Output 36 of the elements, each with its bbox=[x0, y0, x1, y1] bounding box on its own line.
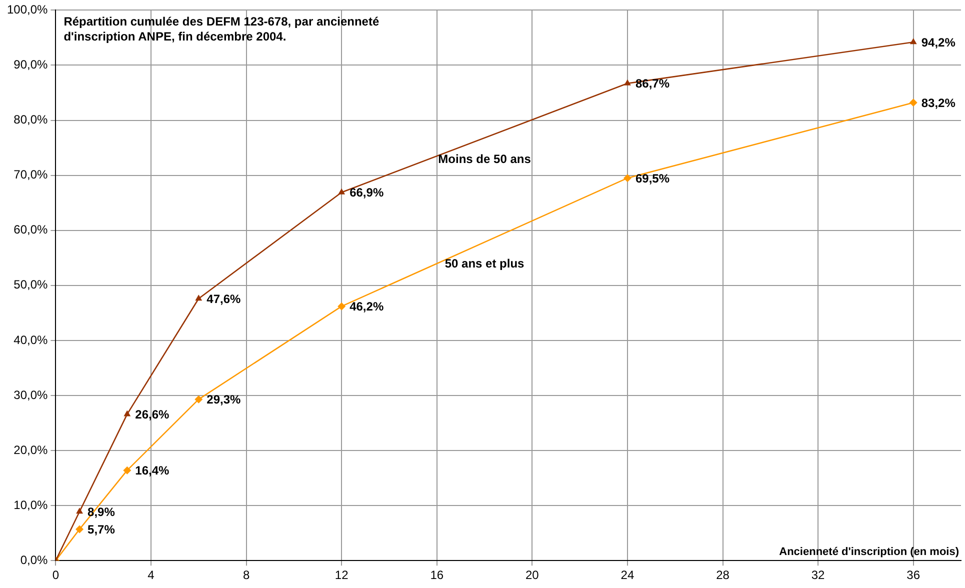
x-tick-label: 4 bbox=[148, 568, 155, 582]
series-label: 50 ans et plus bbox=[444, 256, 525, 271]
x-tick-label: 0 bbox=[52, 568, 60, 582]
y-tick-label: 90,0% bbox=[14, 58, 48, 72]
y-tick-label: 20,0% bbox=[14, 442, 48, 457]
data-label: 66,9% bbox=[350, 186, 384, 200]
y-tick-label: 60,0% bbox=[14, 222, 48, 237]
data-label: 16,4% bbox=[135, 464, 170, 478]
x-tick-label: 12 bbox=[334, 568, 349, 582]
y-tick-label: 0,0% bbox=[20, 552, 48, 567]
x-tick-label: 20 bbox=[525, 568, 540, 582]
data-label: 29,3% bbox=[206, 392, 241, 407]
x-tick-label: 24 bbox=[620, 568, 634, 582]
y-tick-label: 40,0% bbox=[14, 332, 48, 347]
x-tick-label: 8 bbox=[242, 568, 250, 582]
data-label: 47,6% bbox=[206, 292, 241, 306]
x-tick-label: 36 bbox=[906, 568, 920, 582]
data-label: 94,2% bbox=[921, 35, 956, 50]
x-tick-label: 16 bbox=[430, 568, 444, 582]
y-tick-label: 100,0% bbox=[6, 2, 48, 17]
x-tick-label: 28 bbox=[716, 568, 730, 582]
series-label: Moins de 50 ans bbox=[438, 152, 532, 166]
data-label: 5,7% bbox=[88, 522, 116, 537]
data-label: 26,6% bbox=[135, 408, 170, 422]
y-tick-label: 30,0% bbox=[14, 388, 48, 402]
x-axis-title: Ancienneté d'inscription (en mois) bbox=[779, 546, 960, 558]
x-tick-label: 32 bbox=[811, 568, 826, 582]
y-tick-label: 80,0% bbox=[14, 112, 48, 127]
data-label: 69,5% bbox=[635, 171, 670, 186]
data-label: 83,2% bbox=[921, 96, 956, 110]
y-tick-label: 70,0% bbox=[14, 168, 48, 182]
data-label: 86,7% bbox=[635, 76, 670, 91]
y-tick-label: 10,0% bbox=[14, 498, 48, 512]
text: Répartition cumulée des DEFM 123-678, par ancienneté d'inscription ANPE, fin décembre 2004. bbox=[64, 14, 380, 44]
data-label: 46,2% bbox=[350, 300, 384, 314]
y-tick-label: 50,0% bbox=[14, 278, 48, 292]
